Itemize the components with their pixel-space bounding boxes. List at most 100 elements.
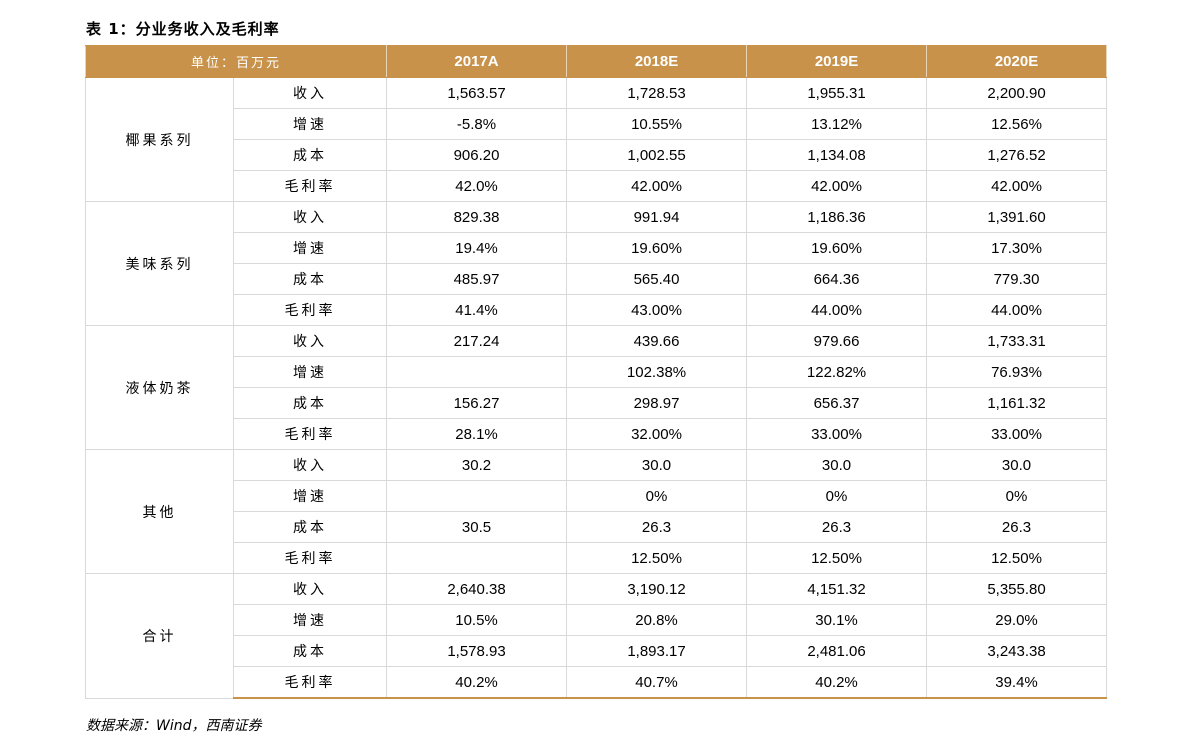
value-cell: 1,955.31	[746, 77, 928, 109]
segment-name: 其他	[85, 449, 234, 574]
segment-name: 美味系列	[85, 201, 234, 326]
value-cell: 1,893.17	[566, 635, 748, 667]
value-cell: 43.00%	[566, 294, 748, 326]
table-row: 其他 收入 30.2 30.0 30.0 30.0	[85, 449, 1108, 574]
value-cell: 10.5%	[386, 604, 568, 636]
metric-label: 毛利率	[232, 418, 388, 450]
metric-label: 毛利率	[232, 170, 388, 202]
value-cell: 1,002.55	[566, 139, 748, 171]
metric-label: 成本	[232, 263, 388, 295]
metric-label: 收入	[232, 77, 388, 109]
value-cell: 2,200.90	[926, 77, 1108, 109]
value-cell: 4,151.32	[746, 573, 928, 605]
value-cell: 439.66	[566, 325, 748, 357]
table-row: 成本 30.5 26.3 26.3 26.3	[86, 511, 1108, 543]
table-row: 毛利率 41.4% 43.00% 44.00% 44.00%	[86, 294, 1108, 326]
value-cell: 2,640.38	[386, 573, 568, 605]
table-row: 增速 0% 0% 0%	[86, 480, 1108, 512]
value-cell: 28.1%	[386, 418, 568, 450]
value-cell: 5,355.80	[926, 573, 1108, 605]
metric-label: 成本	[232, 139, 388, 171]
value-cell: 30.0	[566, 449, 748, 481]
value-cell: 20.8%	[566, 604, 748, 636]
value-cell: 565.40	[566, 263, 748, 295]
value-cell: 33.00%	[746, 418, 928, 450]
value-cell: 17.30%	[926, 232, 1108, 264]
value-cell: 1,733.31	[926, 325, 1108, 357]
value-cell: 298.97	[566, 387, 748, 419]
value-cell: 40.2%	[386, 666, 568, 699]
value-cell: 42.00%	[566, 170, 748, 202]
table-row: 毛利率 12.50% 12.50% 12.50%	[86, 542, 1108, 574]
metric-label: 成本	[232, 387, 388, 419]
value-cell: 0%	[566, 480, 748, 512]
value-cell: 26.3	[746, 511, 928, 543]
table-row: 成本 1,578.93 1,893.17 2,481.06 3,243.38	[86, 635, 1108, 667]
value-cell: 1,134.08	[746, 139, 928, 171]
metric-label: 毛利率	[232, 666, 388, 699]
data-source-note: 数据来源：Wind，西南证券	[86, 718, 262, 734]
value-cell: 44.00%	[926, 294, 1108, 326]
year-header-2017a: 2017A	[386, 45, 568, 78]
table-header: 单位：百万元 2017A 2018E 2019E 2020E	[84, 45, 1108, 78]
value-cell: 2,481.06	[746, 635, 928, 667]
table-row: 成本 485.97 565.40 664.36 779.30	[86, 263, 1108, 295]
value-cell: 30.5	[386, 511, 568, 543]
metric-label: 增速	[232, 108, 388, 140]
value-cell: 12.50%	[566, 542, 748, 574]
value-cell: 779.30	[926, 263, 1108, 295]
value-cell: 30.2	[386, 449, 568, 481]
metric-label: 收入	[232, 449, 388, 481]
value-cell: 42.00%	[746, 170, 928, 202]
value-cell: 3,243.38	[926, 635, 1108, 667]
value-cell: 19.60%	[566, 232, 748, 264]
table-body: 椰果系列 收入 1,563.57 1,728.53 1,955.31 2,200.90 增速…	[85, 77, 1108, 699]
value-cell: 29.0%	[926, 604, 1108, 636]
value-cell: 19.4%	[386, 232, 568, 264]
segment-name: 液体奶茶	[85, 325, 234, 450]
metric-label: 增速	[232, 232, 388, 264]
value-cell: 0%	[746, 480, 928, 512]
table-row: 美味系列 收入 829.38 991.94 1,186.36 1,391.60	[85, 201, 1108, 326]
year-header-2018e: 2018E	[566, 45, 748, 78]
value-cell: -5.8%	[386, 108, 568, 140]
table-row: 成本 906.20 1,002.55 1,134.08 1,276.52	[86, 139, 1108, 171]
value-cell: 979.66	[746, 325, 928, 357]
value-cell: 39.4%	[926, 666, 1108, 699]
value-cell: 10.55%	[566, 108, 748, 140]
table-row: 增速 19.4% 19.60% 19.60% 17.30%	[86, 232, 1108, 264]
year-header-2020e: 2020E	[926, 45, 1108, 78]
value-cell: 1,186.36	[746, 201, 928, 233]
table-row: 毛利率 40.2% 40.7% 40.2% 39.4%	[86, 666, 1108, 699]
table-row: 椰果系列 收入 1,563.57 1,728.53 1,955.31 2,200.90	[85, 77, 1108, 202]
value-cell: 102.38%	[566, 356, 748, 388]
metric-label: 收入	[232, 573, 388, 605]
table-row: 成本 156.27 298.97 656.37 1,161.32	[86, 387, 1108, 419]
metric-label: 毛利率	[232, 294, 388, 326]
value-cell: 991.94	[566, 201, 748, 233]
value-cell: 44.00%	[746, 294, 928, 326]
value-cell: 42.0%	[386, 170, 568, 202]
value-cell: 829.38	[386, 201, 568, 233]
metric-label: 收入	[232, 201, 388, 233]
value-cell: 41.4%	[386, 294, 568, 326]
segment-name: 合计	[85, 573, 234, 699]
table-row: 毛利率 28.1% 32.00% 33.00% 33.00%	[86, 418, 1108, 450]
metric-label: 收入	[232, 325, 388, 357]
table-row: 合计 收入 2,640.38 3,190.12 4,151.32 5,355.80	[85, 573, 1108, 699]
value-cell: 1,728.53	[566, 77, 748, 109]
value-cell: 40.7%	[566, 666, 748, 699]
metric-label: 毛利率	[232, 542, 388, 574]
value-cell: 40.2%	[746, 666, 928, 699]
table-row: 增速 -5.8% 10.55% 13.12% 12.56%	[86, 108, 1108, 140]
value-cell: 12.50%	[746, 542, 928, 574]
value-cell: 1,578.93	[386, 635, 568, 667]
value-cell: 485.97	[386, 263, 568, 295]
value-cell: 32.00%	[566, 418, 748, 450]
table-row: 毛利率 42.0% 42.00% 42.00% 42.00%	[86, 170, 1108, 202]
value-cell: 30.0	[746, 449, 928, 481]
revenue-margin-table: 单位：百万元 2017A 2018E 2019E 2020E 椰果系列 收入 1,5…	[84, 45, 1108, 699]
value-cell: 1,391.60	[926, 201, 1108, 233]
value-cell	[386, 480, 568, 512]
value-cell: 13.12%	[746, 108, 928, 140]
